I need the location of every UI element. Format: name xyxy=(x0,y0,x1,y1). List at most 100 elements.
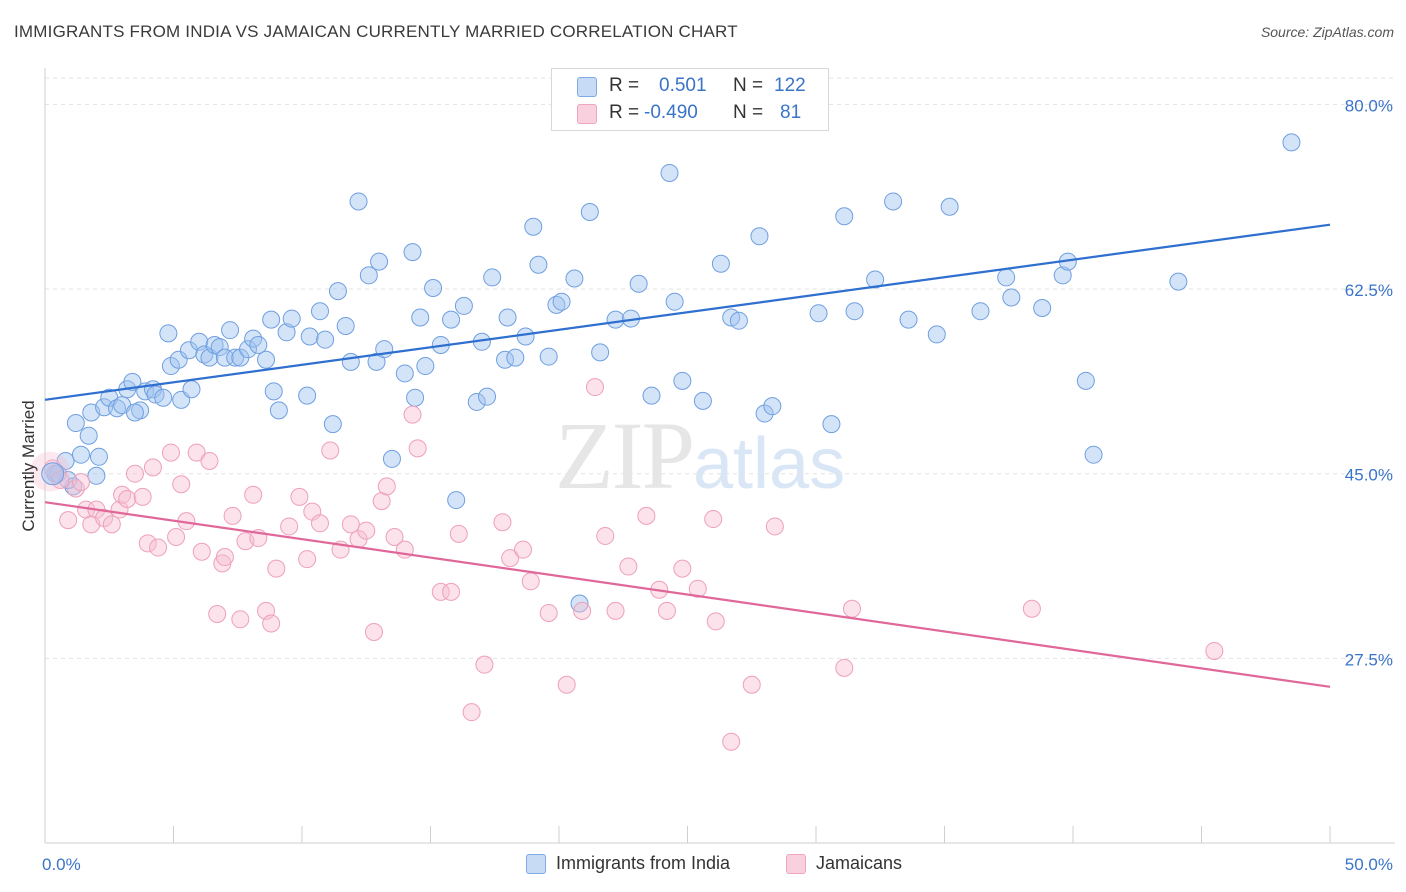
jamaicans-data-point xyxy=(187,443,206,462)
india-data-point xyxy=(89,447,108,466)
n-value: 81 xyxy=(780,102,802,123)
india-data-point xyxy=(809,304,828,323)
jamaicans-data-point xyxy=(95,509,114,528)
stats-legend: R = 0.501 N = 122 R = -0.490 N = 81 xyxy=(551,68,829,131)
india-data-point xyxy=(835,207,854,226)
india-data-point xyxy=(87,466,106,485)
india-data-point xyxy=(95,398,114,417)
y-tick-label: 80.0% xyxy=(1345,96,1393,115)
india-data-point xyxy=(483,268,502,287)
jamaicans-data-point xyxy=(596,526,615,545)
jamaicans-data-point xyxy=(298,550,317,569)
jamaicans-trend-line xyxy=(44,501,1331,688)
india-data-point xyxy=(323,415,342,434)
india-data-point xyxy=(249,335,268,354)
series-legend: Immigrants from India Jamaicans xyxy=(0,852,1406,878)
jamaicans-data-point xyxy=(637,506,656,525)
jamaicans-data-point xyxy=(573,601,592,620)
n-label: N = xyxy=(733,102,764,123)
india-data-point xyxy=(359,266,378,285)
jamaicans-data-point xyxy=(619,557,638,576)
india-data-point xyxy=(447,491,466,510)
india-data-point xyxy=(498,308,517,327)
india-data-point xyxy=(107,399,126,418)
india-data-point xyxy=(159,324,178,343)
jamaicans-data-point xyxy=(143,458,162,477)
y-tick-label: 62.5% xyxy=(1345,281,1393,300)
india-data-point xyxy=(349,192,368,211)
jamaicans-data-point xyxy=(673,559,692,578)
jamaicans-data-point xyxy=(310,514,329,533)
watermark-zip: ZIP xyxy=(555,402,695,509)
jamaicans-data-point xyxy=(59,511,78,530)
india-data-point xyxy=(755,404,774,423)
jamaicans-legend-swatch xyxy=(786,854,806,874)
jamaicans-data-point xyxy=(742,675,761,694)
jamaicans-data-point xyxy=(722,732,741,751)
india-data-point xyxy=(382,449,401,468)
jamaicans-data-point xyxy=(125,464,144,483)
n-label: N = xyxy=(733,75,764,96)
india-data-point xyxy=(884,192,903,211)
india-data-point xyxy=(1053,266,1072,285)
jamaicans-data-point xyxy=(493,513,512,532)
india-data-point xyxy=(524,217,543,236)
stats-legend-row-india: R = 0.501 N = 122 xyxy=(552,74,828,98)
india-data-point xyxy=(71,445,90,464)
jamaicans-data-point xyxy=(431,582,450,601)
india-data-point xyxy=(123,372,142,391)
india-data-point xyxy=(310,302,329,321)
india-data-point xyxy=(1169,272,1188,291)
jamaicans-data-point xyxy=(161,443,180,462)
source-credit: Source: ZipAtlas.com xyxy=(1260,24,1394,40)
india-data-point xyxy=(1002,288,1021,307)
jamaicans-data-point xyxy=(172,475,191,494)
india-data-point xyxy=(971,302,990,321)
india-data-point xyxy=(899,310,918,329)
jamaicans-swatch xyxy=(577,104,597,124)
india-data-point xyxy=(478,387,497,406)
jamaicans-data-point xyxy=(501,549,520,568)
jamaicans-data-point xyxy=(223,506,242,525)
jamaicans-data-point xyxy=(475,655,494,674)
jamaicans-data-point xyxy=(102,515,121,534)
india-data-point xyxy=(395,364,414,383)
india-data-point xyxy=(215,348,234,367)
jamaicans-data-point xyxy=(704,510,723,529)
india-data-point xyxy=(298,386,317,405)
india-data-point xyxy=(300,327,319,346)
india-data-point xyxy=(552,292,571,311)
india-data-point xyxy=(763,397,782,416)
india-data-point xyxy=(591,343,610,362)
india-data-point xyxy=(262,310,281,329)
jamaicans-data-point xyxy=(385,528,404,546)
india-data-point xyxy=(711,254,730,273)
jamaicans-data-point xyxy=(449,524,468,543)
india-data-point xyxy=(226,348,245,367)
india-data-point xyxy=(403,243,422,262)
india-data-point xyxy=(693,391,712,410)
india-data-point xyxy=(1084,445,1103,464)
india-data-point xyxy=(454,296,473,315)
india-data-point xyxy=(1282,133,1301,152)
jamaicans-data-point xyxy=(200,452,219,471)
india-data-point xyxy=(673,371,692,390)
r-label: R = xyxy=(609,75,640,96)
jamaicans-data-point xyxy=(521,572,540,591)
india-data-point xyxy=(467,392,486,411)
jamaicans-data-point xyxy=(215,548,234,567)
india-data-point xyxy=(750,227,769,246)
india-data-point xyxy=(642,386,661,405)
india-data-point xyxy=(547,295,566,314)
india-data-point xyxy=(665,292,684,311)
jamaicans-data-point xyxy=(167,528,186,546)
india-data-point xyxy=(416,357,435,376)
india-data-point xyxy=(940,197,959,216)
jamaicans-data-point xyxy=(321,441,340,460)
jamaicans-data-point xyxy=(1022,599,1041,618)
stats-legend-row-jamaicans: R = -0.490 N = 81 xyxy=(552,101,828,125)
india-data-point xyxy=(125,403,144,422)
india-data-point xyxy=(154,388,173,407)
india-data-point xyxy=(927,325,946,344)
